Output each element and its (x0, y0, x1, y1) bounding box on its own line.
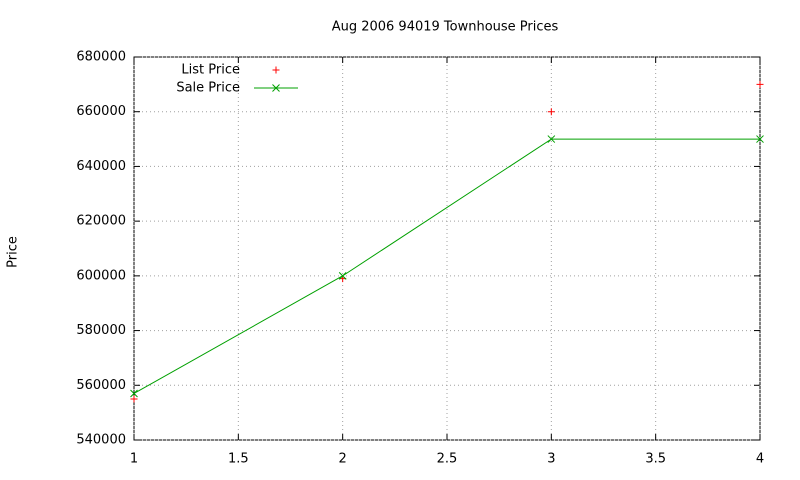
legend-marker (272, 84, 280, 92)
y-tick-label: 560000 (76, 378, 126, 393)
point (130, 395, 138, 403)
y-tick-label: 540000 (76, 433, 126, 448)
y-tick-label: 600000 (76, 268, 126, 283)
legend-label: List Price (181, 63, 240, 78)
y-axis-label: Price (6, 236, 21, 268)
x-tick-label: 3 (547, 452, 555, 467)
y-tick-label: 620000 (76, 214, 126, 229)
x-tick-label: 3.5 (645, 452, 666, 467)
x-tick-label: 2 (339, 452, 347, 467)
point (547, 135, 556, 143)
y-tick-label: 640000 (76, 159, 126, 174)
x-tick-label: 4 (756, 452, 764, 467)
legend-label: Sale Price (176, 81, 240, 96)
x-tick-label: 1.5 (228, 452, 249, 467)
y-tick-label: 680000 (76, 50, 126, 65)
x-tick-label: 2.5 (437, 452, 458, 467)
point (338, 272, 347, 280)
x-tick-label: 1 (130, 452, 138, 467)
chart-title: Aug 2006 94019 Townhouse Prices (332, 20, 559, 35)
point (130, 389, 138, 398)
series-line (133, 138, 760, 394)
y-tick-label: 660000 (76, 104, 126, 119)
point (756, 135, 764, 143)
point (547, 108, 555, 116)
legend-marker (272, 66, 280, 74)
y-tick-label: 580000 (76, 323, 126, 338)
point (756, 80, 764, 88)
plot-frame (133, 56, 761, 441)
